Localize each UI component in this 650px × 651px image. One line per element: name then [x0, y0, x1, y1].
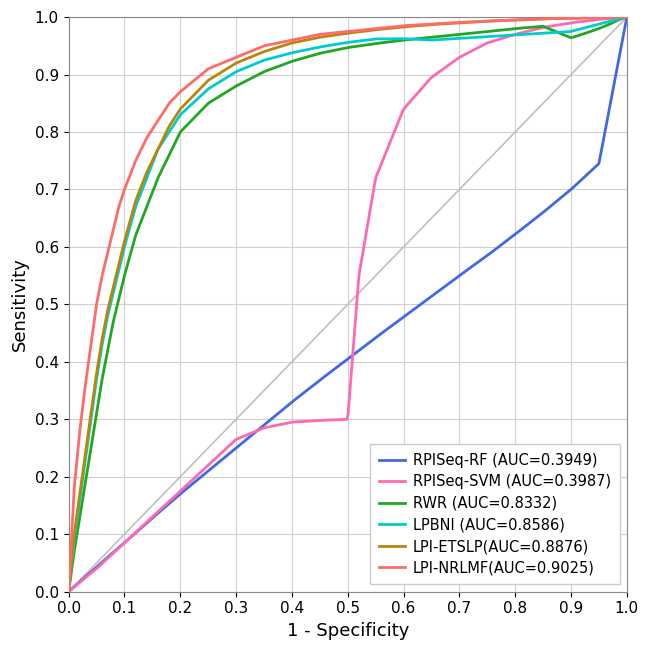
- RPISeq-SVM (AUC=0.3987): [65, 588, 73, 596]
- RWR (AUC=0.8332): [65, 588, 73, 596]
- LPI-ETSLP(AUC=0.8876): [623, 13, 630, 21]
- LPI-ETSLP(AUC=0.8876): [522, 16, 530, 23]
- Legend: RPISeq-RF (AUC=0.3949), RPISeq-SVM (AUC=0.3987), RWR (AUC=0.8332), LPBNI (AUC=0.: RPISeq-RF (AUC=0.3949), RPISeq-SVM (AUC=…: [370, 444, 619, 585]
- LPI-NRLMF(AUC=0.9025): [330, 29, 337, 37]
- RPISeq-SVM (AUC=0.3987): [522, 28, 530, 36]
- RWR (AUC=0.8332): [623, 13, 630, 21]
- LPI-NRLMF(AUC=0.9025): [333, 29, 341, 36]
- Line: RPISeq-SVM (AUC=0.3987): RPISeq-SVM (AUC=0.3987): [69, 17, 627, 592]
- RWR (AUC=0.8332): [367, 40, 374, 48]
- RPISeq-SVM (AUC=0.3987): [330, 416, 337, 424]
- RWR (AUC=0.8332): [610, 18, 617, 26]
- Line: LPI-NRLMF(AUC=0.9025): LPI-NRLMF(AUC=0.9025): [69, 17, 627, 592]
- X-axis label: 1 - Specificity: 1 - Specificity: [287, 622, 409, 640]
- Y-axis label: Sensitivity: Sensitivity: [11, 257, 29, 352]
- RWR (AUC=0.8332): [522, 24, 530, 32]
- LPI-NRLMF(AUC=0.9025): [623, 13, 630, 21]
- Line: RPISeq-RF (AUC=0.3949): RPISeq-RF (AUC=0.3949): [69, 17, 627, 592]
- LPBNI (AUC=0.8586): [522, 31, 530, 38]
- LPBNI (AUC=0.8586): [623, 13, 630, 21]
- RPISeq-RF (AUC=0.3949): [333, 363, 341, 371]
- LPBNI (AUC=0.8586): [330, 41, 337, 49]
- RPISeq-SVM (AUC=0.3987): [610, 14, 617, 22]
- Line: LPBNI (AUC=0.8586): LPBNI (AUC=0.8586): [69, 17, 627, 592]
- LPI-ETSLP(AUC=0.8876): [397, 23, 405, 31]
- LPBNI (AUC=0.8586): [333, 40, 341, 48]
- LPI-NRLMF(AUC=0.9025): [367, 25, 374, 33]
- LPI-NRLMF(AUC=0.9025): [610, 14, 617, 21]
- RWR (AUC=0.8332): [333, 46, 341, 53]
- RPISeq-RF (AUC=0.3949): [397, 315, 405, 323]
- RPISeq-SVM (AUC=0.3987): [333, 416, 341, 424]
- LPI-ETSLP(AUC=0.8876): [65, 588, 73, 596]
- RPISeq-RF (AUC=0.3949): [367, 338, 374, 346]
- RPISeq-RF (AUC=0.3949): [610, 84, 617, 92]
- RWR (AUC=0.8332): [330, 46, 337, 54]
- LPI-ETSLP(AUC=0.8876): [367, 27, 374, 35]
- LPBNI (AUC=0.8586): [397, 35, 405, 42]
- LPI-ETSLP(AUC=0.8876): [333, 31, 341, 38]
- RPISeq-RF (AUC=0.3949): [623, 13, 630, 21]
- LPI-NRLMF(AUC=0.9025): [65, 588, 73, 596]
- LPBNI (AUC=0.8586): [367, 36, 374, 44]
- LPBNI (AUC=0.8586): [610, 16, 617, 24]
- RPISeq-SVM (AUC=0.3987): [367, 203, 374, 211]
- RPISeq-SVM (AUC=0.3987): [397, 112, 405, 120]
- LPI-ETSLP(AUC=0.8876): [610, 14, 617, 21]
- RPISeq-SVM (AUC=0.3987): [623, 13, 630, 21]
- Line: LPI-ETSLP(AUC=0.8876): LPI-ETSLP(AUC=0.8876): [69, 17, 627, 592]
- LPI-NRLMF(AUC=0.9025): [397, 22, 405, 30]
- RPISeq-RF (AUC=0.3949): [330, 366, 337, 374]
- RWR (AUC=0.8332): [397, 36, 405, 44]
- LPI-ETSLP(AUC=0.8876): [330, 31, 337, 39]
- RPISeq-RF (AUC=0.3949): [65, 588, 73, 596]
- LPBNI (AUC=0.8586): [65, 588, 73, 596]
- RPISeq-RF (AUC=0.3949): [522, 222, 530, 230]
- Line: RWR (AUC=0.8332): RWR (AUC=0.8332): [69, 17, 627, 592]
- LPI-NRLMF(AUC=0.9025): [522, 16, 530, 23]
